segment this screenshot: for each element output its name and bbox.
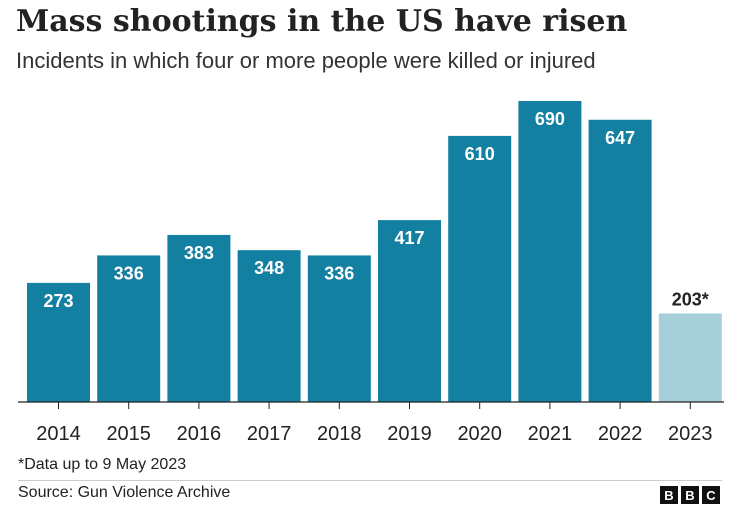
- x-tick-label: 2023: [668, 423, 713, 445]
- footnote: *Data up to 9 May 2023: [18, 456, 187, 473]
- data-label: 348: [254, 258, 284, 278]
- bar-2023: [658, 313, 722, 402]
- bar-2017: [237, 250, 301, 402]
- x-tick-label: 2022: [598, 423, 643, 445]
- source-note: Source: Gun Violence Archive: [18, 484, 231, 501]
- x-tick-label: 2017: [247, 423, 292, 445]
- data-label: 383: [184, 243, 214, 263]
- bar-2021: [518, 101, 582, 402]
- x-tick-label: 2015: [106, 423, 151, 445]
- bar-2020: [448, 135, 512, 402]
- bbc-logo-letter: B: [660, 486, 678, 504]
- data-label: 273: [43, 291, 73, 311]
- x-tick-label: 2019: [387, 423, 432, 445]
- x-tick-label: 2020: [457, 423, 502, 445]
- data-label: 647: [605, 128, 635, 148]
- bbc-logo: B B C: [660, 486, 720, 504]
- data-label: 690: [535, 109, 565, 129]
- bar-2016: [167, 234, 231, 402]
- bar-2022: [588, 119, 652, 403]
- data-label: 610: [465, 144, 495, 164]
- bbc-logo-letter: C: [702, 486, 720, 504]
- data-label: 336: [324, 263, 354, 283]
- bar-2014: [27, 282, 90, 402]
- chart-title: Mass shootings in the US have risen: [16, 4, 628, 39]
- bar-2015: [97, 255, 161, 402]
- x-tick-label: 2021: [528, 423, 573, 445]
- x-tick-label: 2016: [177, 423, 222, 445]
- bbc-logo-letter: B: [681, 486, 699, 504]
- chart-subtitle: Incidents in which four or more people w…: [16, 48, 596, 73]
- footer-divider: [18, 480, 722, 481]
- bar-2018: [307, 255, 371, 402]
- x-tick-label: 2014: [36, 423, 81, 445]
- data-label: 417: [394, 228, 424, 248]
- data-label: 336: [114, 263, 144, 283]
- bar-chart: 273 2014 336 2015 383 2016 348 2017 336 2018 417 20…: [18, 101, 724, 445]
- x-tick-label: 2018: [317, 423, 362, 445]
- bar-2019: [378, 220, 441, 402]
- data-label: 203*: [672, 289, 709, 309]
